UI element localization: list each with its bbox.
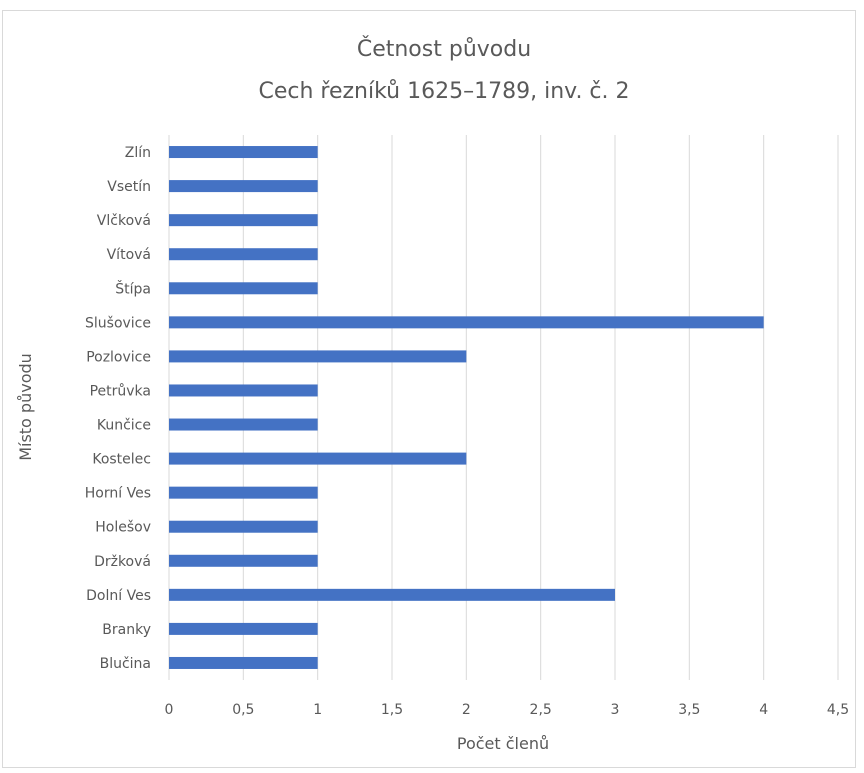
bar	[169, 282, 318, 295]
bar	[169, 656, 318, 669]
category-label: Petrůvka	[90, 383, 151, 399]
x-tick-label: 2,5	[530, 702, 552, 718]
bar	[169, 146, 318, 159]
category-label: Vsetín	[107, 179, 151, 195]
bar	[169, 452, 467, 465]
category-label: Blučina	[100, 656, 151, 672]
x-tick-label: 1	[313, 702, 322, 718]
bar	[169, 248, 318, 261]
category-label: Branky	[102, 622, 151, 638]
x-axis-title: Počet členů	[457, 734, 549, 753]
bar	[169, 588, 615, 601]
bar	[169, 214, 318, 227]
x-tick-label: 0	[165, 702, 174, 718]
x-tick-labels: 0 0,5 1 1,5 2 2,5 3 3,5 4 4,5	[165, 702, 850, 718]
bar	[169, 350, 467, 363]
category-label: Držková	[94, 554, 151, 570]
bar	[169, 316, 764, 329]
bar	[169, 418, 318, 431]
chart-title: Četnost původu	[357, 36, 531, 62]
x-tick-label: 4	[759, 702, 768, 718]
bar	[169, 622, 318, 635]
category-label: Slušovice	[85, 315, 151, 331]
x-tick-label: 2	[462, 702, 471, 718]
bar	[169, 554, 318, 567]
category-label: Štípa	[115, 279, 151, 297]
x-tick-label: 0,5	[232, 702, 254, 718]
chart-frame	[2, 10, 856, 768]
category-label: Dolní Ves	[86, 588, 151, 604]
category-label: Horní Ves	[85, 486, 151, 502]
category-label: Kunčice	[97, 418, 151, 434]
bar	[169, 180, 318, 193]
bar	[169, 486, 318, 499]
category-label: Vítová	[107, 247, 151, 263]
x-tick-label: 4,5	[827, 702, 849, 718]
bars	[169, 146, 764, 669]
x-tick-label: 3,5	[678, 702, 700, 718]
category-label: Zlín	[125, 145, 151, 161]
category-labels: Zlín Vsetín Vlčková Vítová Štípa Slušovice Poz…	[85, 145, 151, 672]
category-label: Holešov	[95, 520, 151, 536]
bar	[169, 384, 318, 397]
bar	[169, 520, 318, 533]
category-label: Vlčková	[97, 213, 151, 229]
y-axis-title: Místo původu	[16, 353, 35, 461]
x-tick-label: 1,5	[381, 702, 403, 718]
chart-subtitle: Cech řezníků 1625–1789, inv. č. 2	[258, 79, 629, 104]
category-label: Kostelec	[92, 452, 151, 468]
x-tick-label: 3	[611, 702, 620, 718]
category-label: Pozlovice	[86, 349, 151, 365]
